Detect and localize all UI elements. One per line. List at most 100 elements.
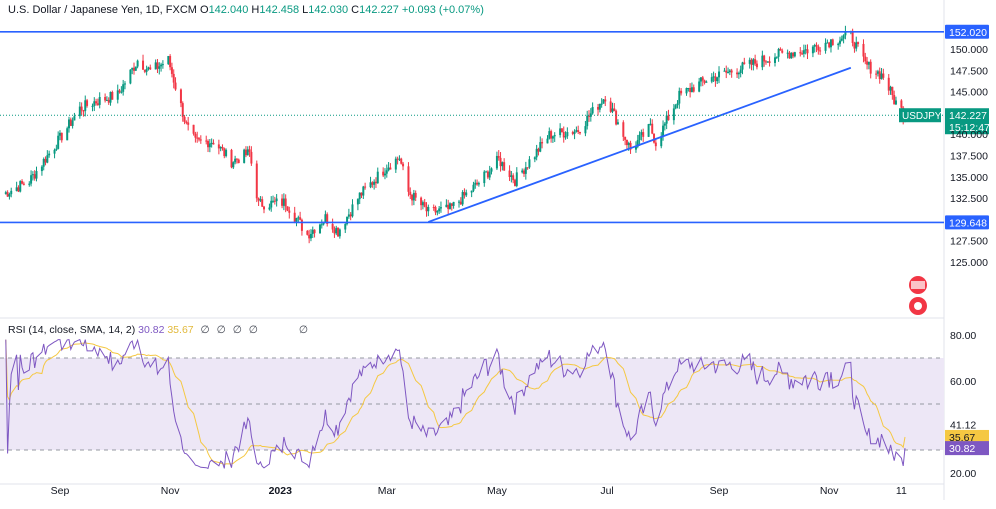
candle-body xyxy=(763,55,766,62)
candle-body xyxy=(225,149,228,157)
candle-body xyxy=(712,76,715,78)
candle-body xyxy=(730,70,733,73)
candle-body xyxy=(513,180,516,186)
candle-body xyxy=(490,168,493,172)
candle-body xyxy=(829,39,832,48)
candle-body xyxy=(223,148,226,157)
candle-body xyxy=(149,67,152,70)
symbol-title[interactable]: U.S. Dollar / Japanese Yen, 1D, FXCM xyxy=(8,4,197,16)
candle-body xyxy=(40,166,43,172)
candle-body xyxy=(183,116,186,122)
candle-body xyxy=(160,64,163,67)
candle-body xyxy=(775,56,778,58)
candle-body xyxy=(450,203,453,206)
candle-body xyxy=(217,144,220,149)
candle-body xyxy=(293,212,296,222)
rsi-ma-tag-label: 35.67 xyxy=(949,432,975,444)
candle-body xyxy=(373,181,376,185)
trendline[interactable] xyxy=(428,66,852,223)
open-label: O xyxy=(200,4,209,16)
candle-body xyxy=(333,229,336,234)
candle-body xyxy=(351,204,354,217)
rsi-tag xyxy=(945,441,989,456)
candle-body xyxy=(616,122,619,125)
candle-body xyxy=(91,105,94,107)
candle-body xyxy=(374,181,377,184)
candle-body xyxy=(838,40,841,44)
candle-body xyxy=(864,56,867,62)
candle-body xyxy=(273,200,276,202)
candle-body xyxy=(53,149,56,154)
candle-body xyxy=(653,133,656,143)
candle-body xyxy=(96,103,99,105)
candle-body xyxy=(844,31,847,36)
candle-body xyxy=(476,182,479,185)
candle-body xyxy=(331,223,334,230)
time-tick-label: Sep xyxy=(51,485,70,497)
candle-body xyxy=(400,158,403,164)
candle-body xyxy=(93,101,96,106)
candle-body xyxy=(145,69,148,72)
candle-body xyxy=(161,64,164,66)
candle-body xyxy=(781,50,784,53)
candle-body xyxy=(33,174,36,179)
null-value-1: ∅ xyxy=(200,324,210,336)
candle-body xyxy=(28,183,31,185)
candle-body xyxy=(116,90,119,100)
candle-body xyxy=(71,120,74,126)
candle-body xyxy=(690,87,693,93)
candle-body xyxy=(122,84,125,92)
candle-body xyxy=(714,76,717,82)
candle-body xyxy=(104,96,107,101)
candle-body xyxy=(524,167,527,174)
candle-body xyxy=(185,121,188,123)
candle-body xyxy=(120,91,123,93)
candle-body xyxy=(642,132,645,137)
candle-body xyxy=(300,219,303,231)
candle-body xyxy=(799,52,802,54)
candle-body xyxy=(727,72,730,74)
candle-body xyxy=(667,115,670,121)
candle-body xyxy=(394,158,397,170)
time-tick-label: 2023 xyxy=(269,485,293,497)
candle-body xyxy=(44,158,47,163)
candle-body xyxy=(600,103,603,105)
candle-body xyxy=(58,132,61,136)
candle-body xyxy=(654,142,657,147)
price-tick-label: 135.000 xyxy=(950,172,988,184)
symbol-tag xyxy=(899,108,941,123)
candle-body xyxy=(438,208,441,212)
candle-body xyxy=(447,204,450,209)
candle-body xyxy=(434,207,437,213)
candle-body xyxy=(855,42,858,49)
candle-body xyxy=(465,192,468,196)
candle-body xyxy=(412,192,415,201)
candle-body xyxy=(728,70,731,73)
candle-body xyxy=(320,224,323,226)
candle-body xyxy=(284,198,287,207)
candle-body xyxy=(660,136,663,147)
candle-body xyxy=(98,96,101,105)
candle-body xyxy=(553,135,556,137)
candle-body xyxy=(207,141,210,148)
candle-body xyxy=(192,124,195,134)
price-tick-label: 145.000 xyxy=(950,87,988,99)
candle-body xyxy=(826,42,829,44)
candle-body xyxy=(356,199,359,205)
candle-body xyxy=(588,115,591,117)
candle-body xyxy=(230,149,233,168)
candle-body xyxy=(611,108,614,112)
candle-body xyxy=(705,81,708,83)
rsi-title[interactable]: RSI (14, close, SMA, 14, 2) xyxy=(8,324,136,336)
candle-body xyxy=(687,87,690,89)
economic-events-icon[interactable] xyxy=(909,276,927,315)
candle-body xyxy=(692,87,695,92)
flag-dot-icon xyxy=(914,302,922,310)
candle-body xyxy=(143,69,146,72)
candle-body xyxy=(448,203,451,209)
candle-body xyxy=(452,201,455,206)
candle-body xyxy=(523,170,526,174)
candle-body xyxy=(497,155,500,158)
candle-body xyxy=(806,49,809,54)
